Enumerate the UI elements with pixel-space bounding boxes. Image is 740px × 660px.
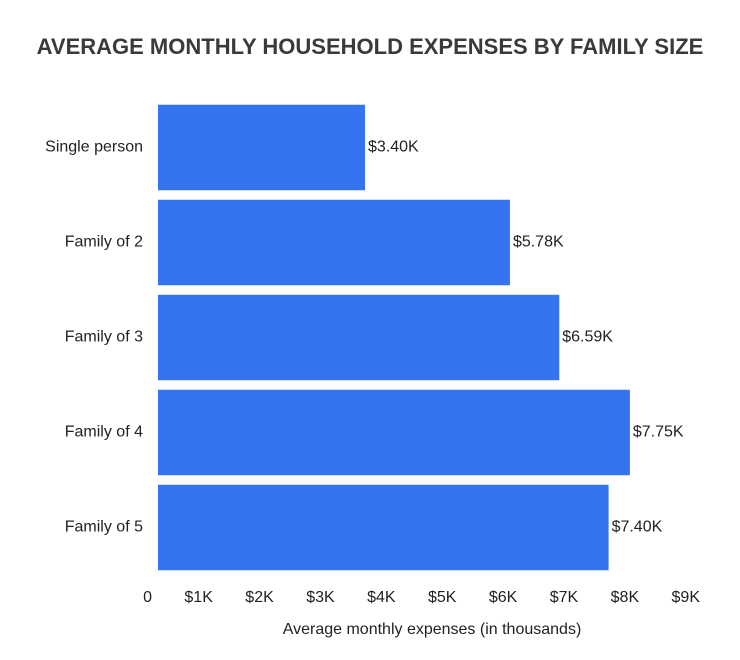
bar <box>158 294 560 381</box>
y-tick-label: Family of 5 <box>65 519 143 536</box>
x-tick-label: $3K <box>306 589 335 606</box>
x-tick-label: $1K <box>184 589 213 606</box>
x-tick-label: $6K <box>489 589 518 606</box>
x-tick-label: $5K <box>428 589 457 606</box>
x-tick-label: $2K <box>245 589 274 606</box>
x-tick-label: $9K <box>672 589 701 606</box>
value-label: $7.40K <box>612 519 663 536</box>
x-axis-label: Average monthly expenses (in thousands) <box>283 621 582 638</box>
x-tick-label: $8K <box>611 589 640 606</box>
x-tick-label: 0 <box>143 589 152 606</box>
y-tick-label: Single person <box>45 139 143 156</box>
bar <box>158 199 510 286</box>
y-tick-label: Family of 4 <box>65 424 143 441</box>
bar <box>158 104 366 191</box>
value-label: $7.75K <box>633 424 684 441</box>
y-tick-label: Family of 3 <box>65 329 143 346</box>
y-tick-label: Family of 2 <box>65 234 143 251</box>
bar <box>158 484 609 571</box>
x-tick-label: $4K <box>367 589 396 606</box>
value-label: $5.78K <box>513 234 564 251</box>
bar <box>158 389 630 476</box>
value-label: $6.59K <box>562 329 613 346</box>
x-tick-label: $7K <box>550 589 579 606</box>
chart-title: AVERAGE MONTHLY HOUSEHOLD EXPENSES BY FA… <box>37 34 704 59</box>
value-label: $3.40K <box>368 139 419 156</box>
